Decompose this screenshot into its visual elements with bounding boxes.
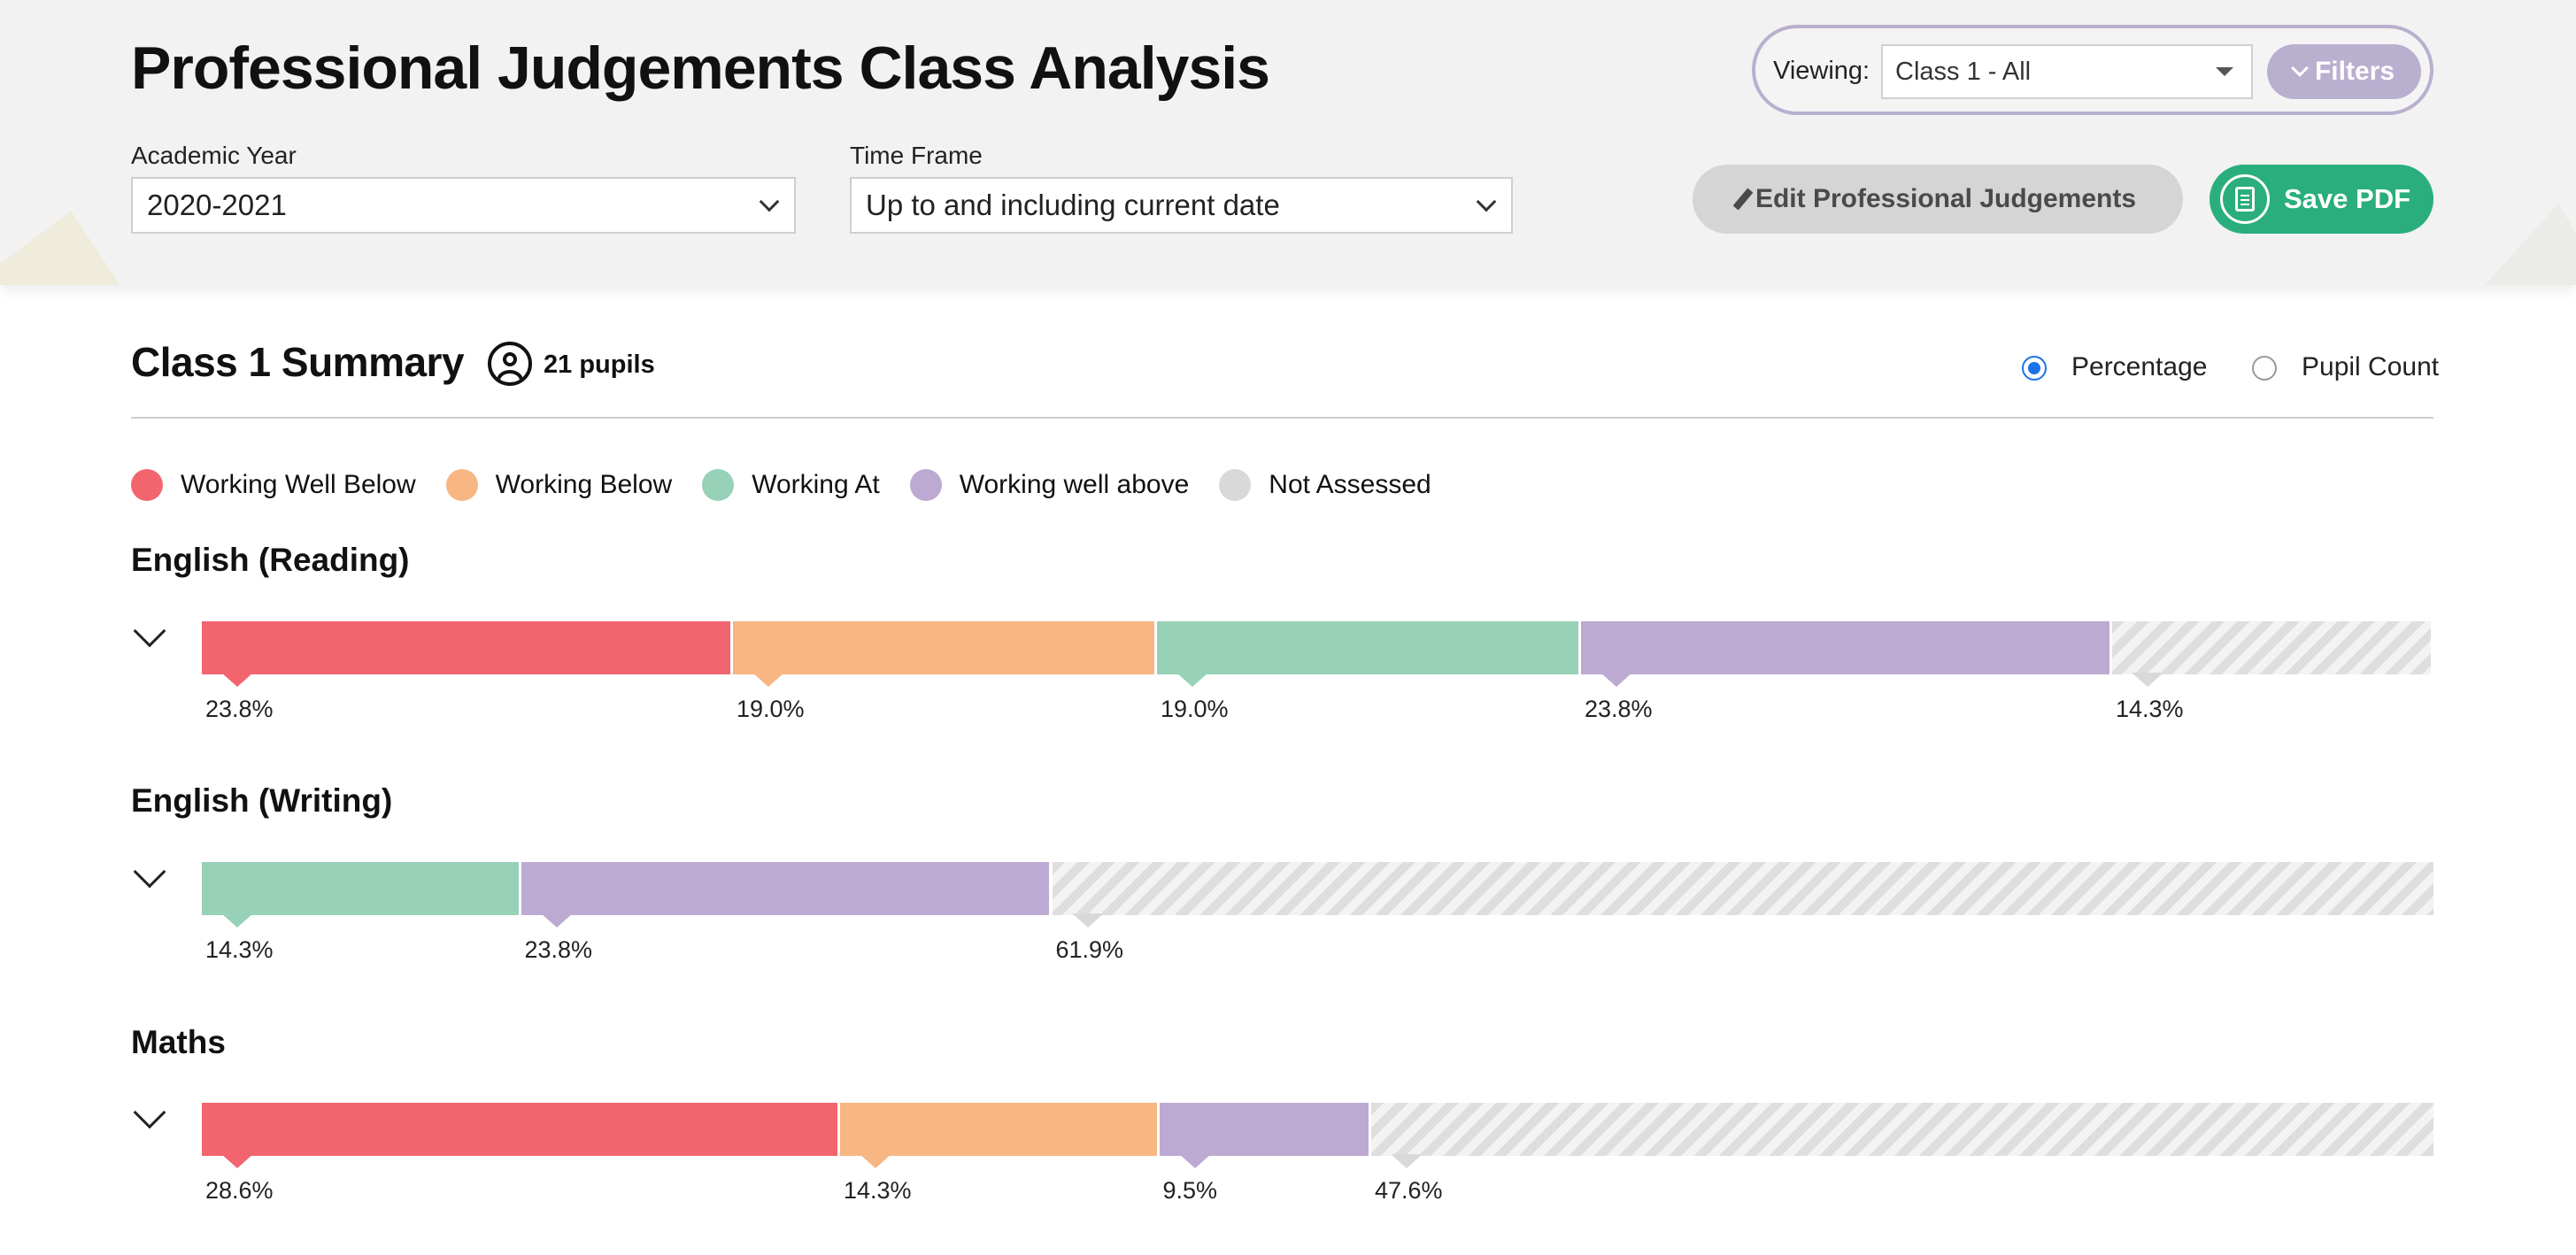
segment-value-label: 14.3% <box>2115 696 2184 722</box>
filters-button[interactable]: Filters <box>2267 44 2421 99</box>
segment-pointer <box>752 673 784 687</box>
time-frame-value: Up to and including current date <box>866 189 1280 221</box>
pupil-count: 21 pupils <box>544 350 655 379</box>
academic-year-select[interactable]: 2020-2021 <box>131 177 796 234</box>
expand-chevron-icon[interactable] <box>133 1096 166 1129</box>
viewing-select[interactable]: Class 1 - All <box>1881 44 2253 99</box>
percentage-label[interactable]: Percentage <box>2071 352 2208 381</box>
segment-value-label: 23.8% <box>205 696 274 722</box>
bar-segment-na[interactable]: 61.9% <box>1052 862 2433 963</box>
segment-pointer <box>540 913 573 928</box>
bar-segment-wb[interactable]: 14.3% <box>840 1103 1157 1204</box>
save-pdf-button[interactable]: Save PDF <box>2210 165 2433 234</box>
decorative-shape <box>0 211 124 285</box>
academic-year-value: 2020-2021 <box>147 189 287 221</box>
filters-label: Filters <box>2314 57 2395 86</box>
segment-pointer <box>1600 673 1632 687</box>
legend-swatch <box>909 469 942 501</box>
bar-segment-wwa[interactable]: 23.8% <box>1580 621 2109 722</box>
academic-year-label: Academic Year <box>131 142 297 169</box>
viewing-control: Viewing: Class 1 - All Filters <box>1752 25 2433 115</box>
time-frame-label: Time Frame <box>850 142 983 169</box>
segment-pointer <box>1176 673 1208 687</box>
legend-swatch <box>131 469 163 501</box>
segment-pointer <box>860 1154 891 1168</box>
time-frame-select[interactable]: Up to and including current date <box>850 177 1513 234</box>
segment-value-label: 19.0% <box>1160 696 1229 722</box>
segment-value-label: 47.6% <box>1375 1177 1443 1204</box>
segment-pointer <box>1178 1154 1211 1168</box>
pupil-count-label[interactable]: Pupil Count <box>2302 352 2440 381</box>
segment-pointer <box>1071 913 1104 928</box>
legend-item-na: Not Assessed <box>1219 469 1431 501</box>
subject-title: English (Writing) <box>131 782 393 819</box>
legend-item-wwa: Working well above <box>909 469 1190 501</box>
stacked-bar: 23.8% 19.0% 19.0% 23.8% 14.3% <box>202 621 2433 722</box>
legend-label: Working Well Below <box>181 470 416 499</box>
chevron-down-icon <box>2291 59 2309 77</box>
segment-pointer <box>221 1154 253 1168</box>
segment-value-label: 23.8% <box>1584 696 1653 722</box>
segment-value-label: 9.5% <box>1162 1177 1218 1204</box>
legend-swatch <box>1219 469 1252 501</box>
stacked-bar: 14.3% 23.8% 61.9% <box>202 862 2433 963</box>
legend-label: Working well above <box>959 470 1190 499</box>
bar-segment-wa[interactable]: 19.0% <box>1156 621 1578 722</box>
summary-title: Class 1 Summary <box>131 339 465 385</box>
expand-chevron-icon[interactable] <box>133 614 166 648</box>
edit-button-label: Edit Professional Judgements <box>1755 184 2137 213</box>
segment-pointer <box>221 913 253 928</box>
segment-value-label: 61.9% <box>1055 936 1124 963</box>
caret-down-icon <box>2216 67 2233 76</box>
expand-chevron-icon[interactable] <box>133 855 166 889</box>
page-header: Professional Judgements Class Analysis A… <box>0 0 2576 285</box>
divider <box>131 417 2433 419</box>
legend-label: Not Assessed <box>1269 470 1431 499</box>
segment-value-label: 19.0% <box>736 696 805 722</box>
save-button-label: Save PDF <box>2284 183 2411 214</box>
segment-pointer <box>1391 1154 1423 1168</box>
stacked-bar: 28.6% 14.3% 9.5% 47.6% <box>202 1103 2433 1204</box>
segment-value-label: 14.3% <box>844 1177 912 1204</box>
segment-value-label: 14.3% <box>205 936 274 963</box>
user-circle-icon <box>488 342 532 386</box>
chevron-down-icon <box>1476 191 1497 212</box>
segment-pointer <box>2131 673 2163 687</box>
bar-segment-na[interactable]: 47.6% <box>1371 1103 2433 1204</box>
bar-segment-wa[interactable]: 14.3% <box>202 862 519 963</box>
chevron-down-icon <box>759 191 780 212</box>
decorative-shape <box>2479 204 2576 285</box>
subject-title: Maths <box>131 1024 226 1060</box>
legend-item-wwb: Working Well Below <box>131 469 416 501</box>
viewing-label: Viewing: <box>1773 57 1870 85</box>
pencil-icon <box>1732 188 1754 211</box>
page-title: Professional Judgements Class Analysis <box>131 35 1270 102</box>
document-icon <box>2220 174 2270 224</box>
bar-segment-wwa[interactable]: 23.8% <box>521 862 1050 963</box>
bar-segment-wwa[interactable]: 9.5% <box>1159 1103 1369 1204</box>
subject-title: English (Reading) <box>131 542 410 578</box>
bar-segment-na[interactable]: 14.3% <box>2111 621 2432 722</box>
bar-segment-wwb[interactable]: 28.6% <box>202 1103 837 1204</box>
pupil-count-radio[interactable] <box>2252 356 2277 381</box>
legend-label: Working Below <box>495 470 673 499</box>
legend-swatch <box>702 469 735 501</box>
percentage-radio[interactable] <box>2022 356 2047 381</box>
legend-item-wb: Working Below <box>445 469 673 501</box>
edit-professional-judgements-button[interactable]: Edit Professional Judgements <box>1693 165 2183 234</box>
segment-value-label: 23.8% <box>524 936 593 963</box>
legend-label: Working At <box>752 470 880 499</box>
legend: Working Well Below Working Below Working A… <box>131 467 1462 503</box>
segment-value-label: 28.6% <box>205 1177 274 1204</box>
viewing-value: Class 1 - All <box>1895 57 2032 86</box>
bar-segment-wwb[interactable]: 23.8% <box>202 621 730 722</box>
legend-item-wa: Working At <box>702 469 880 501</box>
bar-segment-wb[interactable]: 19.0% <box>732 621 1154 722</box>
legend-swatch <box>445 469 478 501</box>
segment-pointer <box>221 673 253 687</box>
